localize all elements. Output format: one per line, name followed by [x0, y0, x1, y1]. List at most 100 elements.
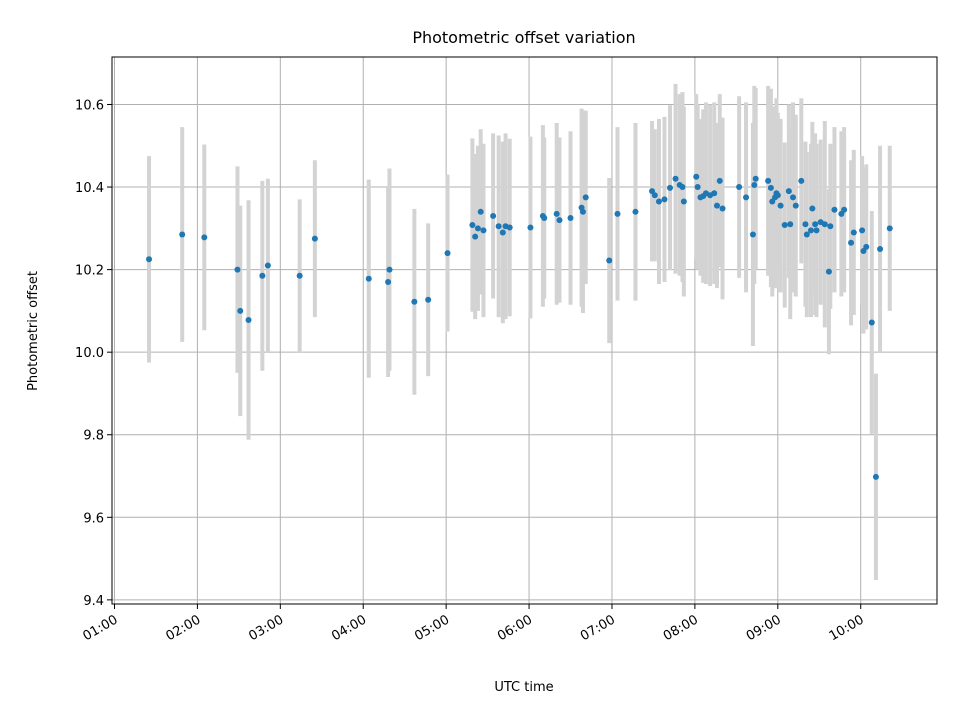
data-point	[831, 206, 838, 213]
data-point	[767, 184, 774, 191]
y-tick-label: 10.6	[75, 98, 104, 113]
data-point	[827, 223, 834, 230]
data-point	[614, 210, 621, 217]
data-point	[237, 307, 244, 314]
data-point	[201, 234, 208, 241]
data-point	[711, 190, 718, 197]
data-point	[802, 221, 809, 228]
data-point	[868, 319, 875, 326]
data-point	[798, 177, 805, 184]
data-point	[850, 229, 857, 236]
y-tick-label: 9.6	[83, 511, 104, 526]
data-point	[245, 316, 252, 323]
error-bars	[147, 83, 892, 581]
data-point	[606, 257, 613, 264]
data-point	[661, 196, 668, 203]
data-point	[774, 192, 781, 199]
data-point	[716, 177, 723, 184]
data-point	[787, 221, 794, 228]
data-point	[541, 215, 548, 222]
data-point	[751, 181, 758, 188]
data-point	[792, 202, 799, 209]
data-point	[651, 192, 658, 199]
data-point	[567, 215, 574, 222]
data-point	[506, 224, 513, 231]
x-axis-label: UTC time	[494, 680, 553, 695]
data-point	[790, 194, 797, 201]
data-point	[477, 208, 484, 215]
data-point	[365, 275, 372, 282]
data-point	[556, 217, 563, 224]
data-point	[886, 225, 893, 232]
data-point	[825, 268, 832, 275]
y-tick-label: 10.0	[75, 346, 104, 361]
data-point	[809, 205, 816, 212]
data-points	[146, 173, 893, 480]
data-point	[311, 235, 318, 242]
data-point	[179, 231, 186, 238]
x-tick-label: 07:00	[578, 612, 618, 644]
data-point	[667, 184, 674, 191]
data-point	[743, 194, 750, 201]
data-point	[714, 202, 720, 209]
data-point	[425, 296, 432, 303]
data-point	[472, 233, 479, 240]
data-point	[679, 184, 686, 191]
data-point	[672, 175, 679, 182]
x-axis-ticks: 01:00 02:00 03:00 04:00 05:00 06:00 07:00 08:00…	[81, 604, 867, 644]
data-point	[841, 206, 848, 213]
data-point	[469, 222, 476, 229]
x-tick-label: 05:00	[412, 612, 452, 644]
data-point	[863, 243, 870, 250]
data-point	[785, 188, 792, 195]
y-axis-ticks: 9.4 9.6 9.8 10.0 10.2 10.4 10.6	[75, 98, 112, 609]
data-point	[765, 177, 772, 184]
data-point	[781, 222, 788, 229]
data-point	[480, 227, 487, 234]
data-point	[807, 227, 814, 234]
data-point	[872, 473, 879, 480]
data-point	[264, 262, 271, 269]
data-point	[411, 298, 418, 305]
x-tick-label: 08:00	[661, 612, 701, 644]
data-point	[146, 256, 153, 263]
data-point	[752, 175, 759, 182]
data-point	[234, 266, 241, 273]
chart-title: Photometric offset variation	[412, 28, 635, 47]
data-point	[848, 239, 855, 246]
plot-frame	[111, 56, 938, 605]
y-tick-label: 9.8	[83, 429, 104, 444]
data-point	[386, 266, 393, 273]
data-point	[582, 194, 589, 201]
x-tick-label: 04:00	[329, 612, 369, 644]
data-point	[777, 202, 784, 209]
x-tick-label: 03:00	[246, 612, 286, 644]
data-point	[736, 184, 743, 191]
data-point	[474, 225, 481, 232]
data-point	[553, 210, 560, 217]
data-point	[803, 231, 810, 238]
data-point	[499, 229, 506, 236]
data-point	[490, 212, 497, 219]
data-point	[259, 272, 266, 279]
x-tick-label: 02:00	[163, 612, 203, 644]
x-tick-label: 10:00	[827, 612, 867, 644]
data-point	[680, 198, 687, 205]
data-point	[632, 208, 639, 215]
data-point	[579, 208, 586, 215]
data-point	[527, 224, 534, 231]
data-point	[821, 221, 828, 228]
data-point	[655, 198, 662, 205]
data-point	[693, 173, 700, 180]
x-tick-label: 09:00	[744, 612, 784, 644]
data-point	[719, 205, 726, 212]
data-point	[813, 227, 820, 234]
x-tick-label: 01:00	[81, 612, 121, 644]
data-point	[812, 221, 819, 228]
y-tick-label: 9.4	[83, 594, 104, 609]
y-tick-label: 10.2	[75, 264, 104, 279]
data-point	[859, 227, 866, 234]
x-tick-label: 06:00	[495, 612, 535, 644]
